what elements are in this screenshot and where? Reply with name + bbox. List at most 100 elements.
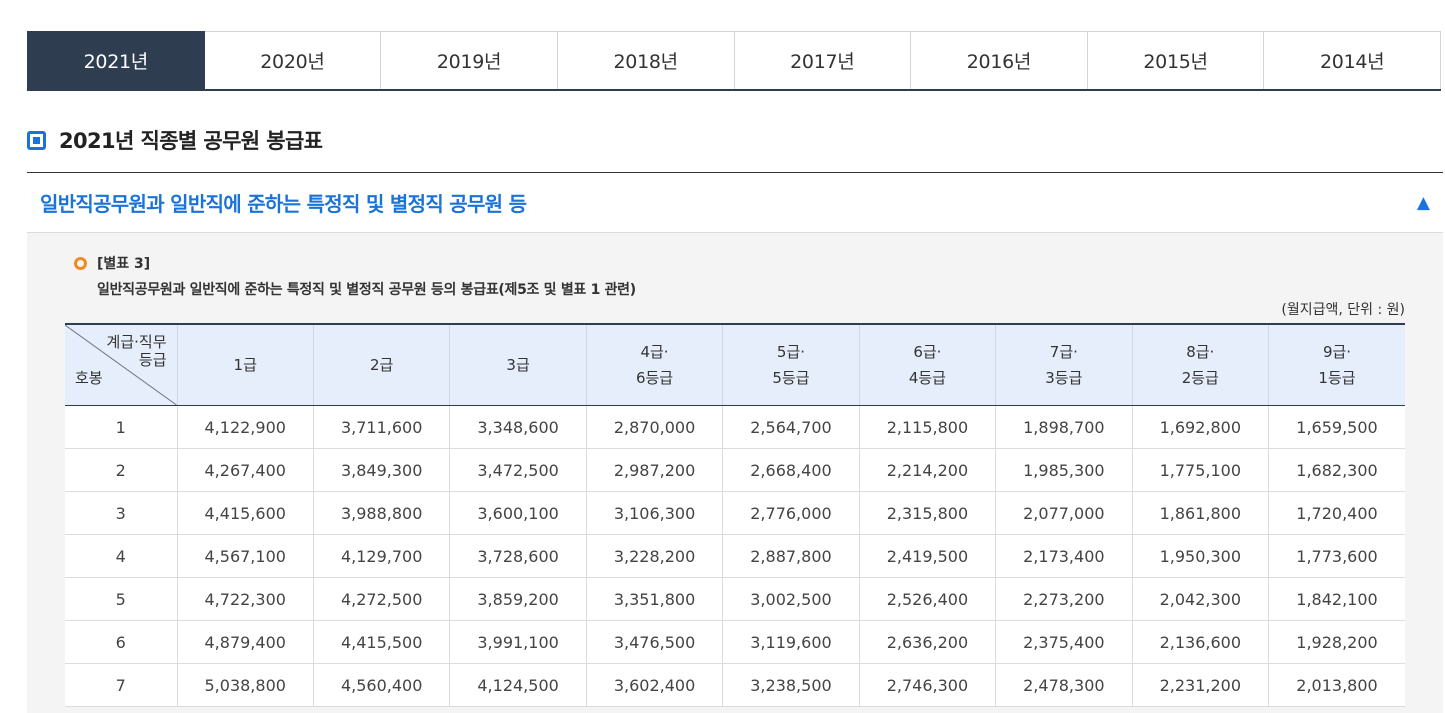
collapse-arrow-icon[interactable]: ▲ bbox=[1416, 192, 1430, 213]
salary-cell: 2,526,400 bbox=[859, 577, 997, 621]
table-body: 1 4,122,900 3,711,600 3,348,600 2,870,000 2,5… bbox=[65, 405, 1405, 707]
salary-cell: 3,002,500 bbox=[722, 577, 860, 621]
salary-cell: 2,746,300 bbox=[859, 663, 997, 707]
salary-table: 계급·직무 등급 호봉 1급 2급 3급 4급· 6등급 5급· 5등급 6급· 4등급 7급· 3… bbox=[65, 323, 1405, 707]
salary-cell: 3,991,100 bbox=[449, 620, 587, 664]
circle-bullet-icon bbox=[74, 256, 87, 270]
salary-cell: 4,415,600 bbox=[177, 491, 314, 535]
diagonal-divider bbox=[65, 325, 177, 405]
salary-cell: 4,129,700 bbox=[313, 534, 451, 578]
step-cell: 3 bbox=[65, 491, 178, 535]
accordion-header[interactable]: 일반직공무원과 일반직에 준하는 특정직 및 별정직 공무원 등 ▲ bbox=[27, 173, 1443, 233]
square-bullet-icon bbox=[27, 130, 46, 150]
grade-header-line: 5급· bbox=[776, 343, 806, 361]
table-row: 6 4,879,400 4,415,500 3,991,100 3,476,500 3,1… bbox=[65, 620, 1405, 664]
salary-cell: 3,472,500 bbox=[449, 448, 587, 492]
tab-year-2[interactable]: 2019년 bbox=[381, 31, 558, 89]
grade-header-line: 2급 bbox=[369, 356, 394, 374]
salary-cell: 5,038,800 bbox=[177, 663, 314, 707]
salary-cell: 2,173,400 bbox=[995, 534, 1133, 578]
salary-cell: 1,720,400 bbox=[1268, 491, 1405, 535]
step-cell: 2 bbox=[65, 448, 178, 492]
salary-cell: 3,728,600 bbox=[449, 534, 587, 578]
salary-cell: 4,567,100 bbox=[177, 534, 314, 578]
grade-header-line: 9급· bbox=[1322, 343, 1352, 361]
salary-cell: 2,214,200 bbox=[859, 448, 997, 492]
salary-cell: 2,636,200 bbox=[859, 620, 997, 664]
salary-cell: 1,692,800 bbox=[1132, 405, 1270, 449]
grade-header: 9급· 1등급 bbox=[1268, 324, 1405, 406]
salary-cell: 4,272,500 bbox=[313, 577, 451, 621]
salary-cell: 4,415,500 bbox=[313, 620, 451, 664]
grade-header: 8급· 2등급 bbox=[1132, 324, 1270, 406]
salary-cell: 3,849,300 bbox=[313, 448, 451, 492]
grade-header-line: 6등급 bbox=[635, 369, 674, 387]
salary-cell: 3,228,200 bbox=[586, 534, 724, 578]
grade-header-line: 4등급 bbox=[908, 369, 946, 387]
salary-cell: 4,879,400 bbox=[177, 620, 314, 664]
salary-cell: 3,348,600 bbox=[449, 405, 587, 449]
table-row: 4 4,567,100 4,129,700 3,728,600 3,228,200 2,8… bbox=[65, 534, 1405, 578]
tab-year-6[interactable]: 2015년 bbox=[1087, 31, 1265, 89]
salary-cell: 3,711,600 bbox=[313, 405, 451, 449]
step-cell: 1 bbox=[65, 405, 178, 449]
salary-cell: 2,136,600 bbox=[1132, 620, 1270, 664]
grade-header: 6급· 4등급 bbox=[859, 324, 997, 406]
salary-cell: 2,077,000 bbox=[995, 491, 1133, 535]
grade-header-line: 2등급 bbox=[1181, 369, 1219, 387]
table-row: 1 4,122,900 3,711,600 3,348,600 2,870,000 2,5… bbox=[65, 405, 1405, 449]
note-description: 일반직공무원과 일반직에 준하는 특정직 및 별정직 공무원 등의 봉급표(제5… bbox=[97, 282, 636, 298]
note-label: [별표 3] bbox=[97, 256, 151, 272]
salary-cell: 3,476,500 bbox=[586, 620, 724, 664]
tab-year-5[interactable]: 2016년 bbox=[911, 31, 1088, 89]
step-cell: 5 bbox=[65, 577, 178, 621]
grade-header-line: 3급 bbox=[506, 356, 530, 374]
grade-header: 3급 bbox=[449, 324, 587, 406]
salary-cell: 2,870,000 bbox=[586, 405, 724, 449]
salary-cell: 1,842,100 bbox=[1268, 577, 1405, 621]
table-row: 5 4,722,300 4,272,500 3,859,200 3,351,800 3,0… bbox=[65, 577, 1405, 621]
salary-cell: 2,042,300 bbox=[1132, 577, 1270, 621]
table-header-row: 계급·직무 등급 호봉 1급 2급 3급 4급· 6등급 5급· 5등급 6급· 4등급 7급· 3… bbox=[65, 324, 1405, 406]
salary-cell: 1,928,200 bbox=[1268, 620, 1405, 664]
table-note: [별표 3] 일반직공무원과 일반직에 준하는 특정직 및 별정직 공무원 등의… bbox=[74, 253, 636, 299]
salary-cell: 1,773,600 bbox=[1268, 534, 1405, 578]
grade-header-line: 1등급 bbox=[1318, 369, 1356, 387]
tab-year-3[interactable]: 2018년 bbox=[557, 31, 735, 89]
grade-header-line: 6급· bbox=[913, 343, 942, 361]
salary-cell: 4,722,300 bbox=[177, 577, 314, 621]
step-cell: 6 bbox=[65, 620, 178, 664]
grade-header-line: 7급· bbox=[1049, 343, 1078, 361]
salary-cell: 4,267,400 bbox=[177, 448, 314, 492]
salary-cell: 3,859,200 bbox=[449, 577, 587, 621]
salary-accordion: 일반직공무원과 일반직에 준하는 특정직 및 별정직 공무원 등 ▲ [별표 3… bbox=[27, 172, 1443, 713]
tab-year-1[interactable]: 2020년 bbox=[204, 31, 382, 89]
year-tabs: 2021년 2020년 2019년 2018년 2017년 2016년 2015년 2014년 bbox=[27, 31, 1441, 91]
salary-cell: 2,478,300 bbox=[995, 663, 1133, 707]
table-row: 2 4,267,400 3,849,300 3,472,500 2,987,200 2,6… bbox=[65, 448, 1405, 492]
tab-year-4[interactable]: 2017년 bbox=[734, 31, 912, 89]
tab-year-7[interactable]: 2014년 bbox=[1264, 31, 1441, 89]
salary-cell: 4,124,500 bbox=[449, 663, 587, 707]
salary-cell: 3,238,500 bbox=[722, 663, 860, 707]
salary-cell: 3,119,600 bbox=[722, 620, 860, 664]
grade-header-line: 5등급 bbox=[772, 369, 810, 387]
accordion-title: 일반직공무원과 일반직에 준하는 특정직 및 별정직 공무원 등 bbox=[40, 192, 527, 216]
corner-top-label: 계급·직무 등급 bbox=[107, 333, 167, 369]
salary-cell: 3,351,800 bbox=[586, 577, 724, 621]
salary-cell: 1,775,100 bbox=[1132, 448, 1270, 492]
accordion-body: [별표 3] 일반직공무원과 일반직에 준하는 특정직 및 별정직 공무원 등의… bbox=[27, 233, 1443, 713]
salary-cell: 4,560,400 bbox=[313, 663, 451, 707]
grade-header: 2급 bbox=[313, 324, 451, 406]
grade-header: 7급· 3등급 bbox=[995, 324, 1133, 406]
corner-header: 계급·직무 등급 호봉 bbox=[65, 324, 178, 406]
salary-cell: 4,122,900 bbox=[177, 405, 314, 449]
salary-cell: 2,013,800 bbox=[1268, 663, 1405, 707]
table-row: 3 4,415,600 3,988,800 3,600,100 3,106,300 2,7… bbox=[65, 491, 1405, 535]
grade-header-line: 8급· bbox=[1186, 343, 1215, 361]
salary-cell: 3,600,100 bbox=[449, 491, 587, 535]
salary-cell: 1,898,700 bbox=[995, 405, 1133, 449]
section-title: 2021년 직종별 공무원 봉급표 bbox=[27, 124, 323, 156]
tab-year-0[interactable]: 2021년 bbox=[27, 31, 205, 89]
corner-top-line1: 계급·직무 bbox=[106, 333, 167, 351]
